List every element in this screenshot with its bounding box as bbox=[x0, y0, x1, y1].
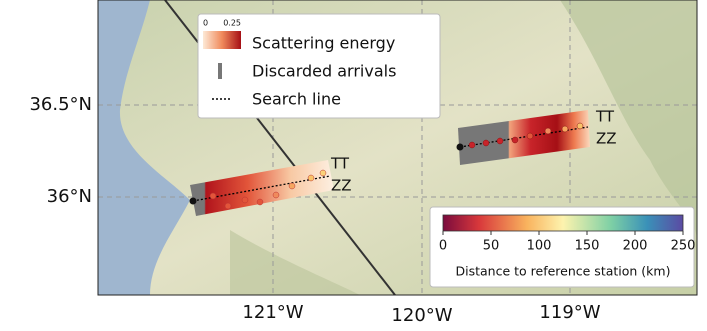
profile-label: TT bbox=[595, 108, 615, 126]
figure: TT ZZ TT ZZ 36.5°N 36°N 121°W 120°W 119°… bbox=[0, 0, 707, 327]
profile-label: ZZ bbox=[331, 177, 352, 195]
profile-label: ZZ bbox=[596, 130, 617, 148]
y-tick-label: 36.5°N bbox=[29, 94, 92, 115]
x-tick-label: 119°W bbox=[539, 302, 600, 323]
profile-label: TT bbox=[330, 155, 350, 173]
legend-scale-tick: 0.25 bbox=[223, 19, 241, 28]
colorbar-tick-label: 250 bbox=[671, 239, 696, 254]
legend: 0 0.25 Scattering energy Discarded arriv… bbox=[198, 14, 440, 118]
colorbar: Distance to reference station (km) bbox=[430, 207, 694, 287]
legend-item: Discarded arrivals bbox=[252, 62, 396, 81]
colorbar-tick-label: 0 bbox=[439, 239, 447, 254]
x-tick-label: 120°W bbox=[391, 305, 452, 326]
x-tick-label: 121°W bbox=[242, 302, 303, 323]
colorbar-label: Distance to reference station (km) bbox=[456, 264, 671, 279]
colorbar-tick-label: 200 bbox=[623, 239, 648, 254]
colorbar-tick-label: 150 bbox=[575, 239, 600, 254]
colorbar-tick-label: 50 bbox=[483, 239, 500, 254]
legend-item: Scattering energy bbox=[252, 34, 395, 53]
legend-item: Search line bbox=[252, 90, 341, 109]
y-tick-label: 36°N bbox=[47, 186, 92, 207]
colorbar-tick-label: 100 bbox=[527, 239, 552, 254]
legend-scale-tick: 0 bbox=[203, 19, 208, 28]
